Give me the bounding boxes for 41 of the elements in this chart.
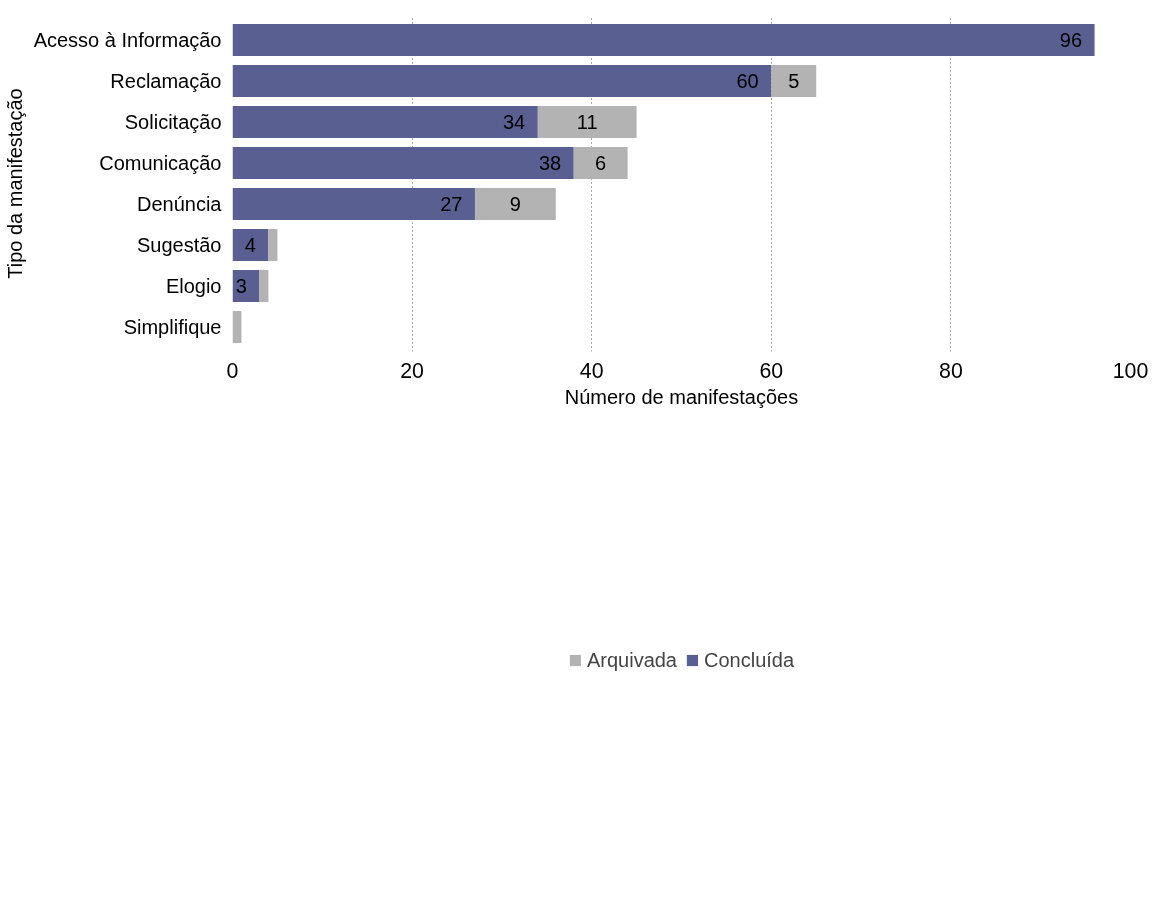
data-label: 4 <box>244 233 256 256</box>
legend-label: Concluída <box>704 648 795 672</box>
bar <box>232 24 1095 57</box>
y-tick-label: Elogio <box>165 274 222 297</box>
bar <box>771 65 817 98</box>
y-tick-label: Reclamação <box>110 70 222 93</box>
y-tick-label: Comunicação <box>99 152 222 175</box>
data-label: 60 <box>736 70 759 93</box>
x-axis-title: Número de manifestações <box>564 385 799 408</box>
y-axis-title: Tipo da manifestação <box>3 88 26 279</box>
x-tick-label: 0 <box>226 358 239 383</box>
x-tick-label: 100 <box>1112 358 1149 383</box>
data-label: 3 <box>235 274 247 297</box>
y-tick-label: Acesso à Informação <box>33 29 222 52</box>
x-tick-label: 20 <box>400 358 425 383</box>
y-tick-label: Denúncia <box>137 192 223 215</box>
bar <box>573 147 628 179</box>
data-label: 6 <box>595 152 607 175</box>
bar <box>537 106 637 139</box>
x-tick-label: 40 <box>579 358 604 383</box>
data-label: 96 <box>1059 29 1083 52</box>
y-tick-label: Sugestão <box>136 233 222 256</box>
bar <box>232 228 269 261</box>
bar <box>232 188 475 220</box>
bar <box>232 147 574 179</box>
data-label: 5 <box>788 70 800 93</box>
bar <box>268 228 278 261</box>
y-tick-label: Simplifique <box>123 315 222 338</box>
bar <box>474 188 556 220</box>
data-label: 9 <box>509 192 521 215</box>
data-label: 34 <box>503 111 526 134</box>
x-tick-label: 60 <box>759 358 784 383</box>
y-tick-label: Solicitação <box>124 111 222 134</box>
bar <box>259 269 269 302</box>
bar <box>232 65 772 98</box>
legend-label: Arquivada <box>586 648 677 672</box>
data-label: 11 <box>576 111 598 134</box>
data-label: 27 <box>440 192 463 215</box>
x-tick-label: 80 <box>939 358 963 383</box>
data-label: 38 <box>538 152 562 175</box>
bar <box>232 106 538 139</box>
